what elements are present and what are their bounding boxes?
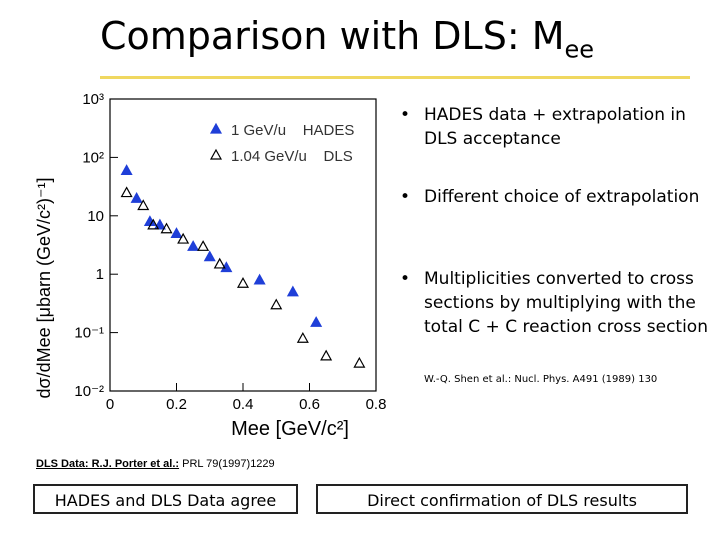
summary-box: HADES and DLS Data agree [33,484,298,514]
data-point [203,250,216,262]
data-point [187,240,200,251]
data-point [120,186,133,198]
data-point [130,191,143,203]
title-rule [100,76,690,79]
x-tick-label: 0.6 [299,396,320,413]
x-axis-label: Mee [GeV/c²] [231,418,349,440]
data-point [286,285,299,297]
title-text: Comparison with DLS: M [100,14,565,58]
bullet: Different choice of extrapolation [400,185,720,209]
x-tick-label: 0.4 [233,396,254,413]
legend-label: 1.04 GeV/u DLS [231,148,353,165]
legend-marker [209,148,223,160]
data-point [177,232,190,244]
chart: Mee [GeV/c²] dσ/dMee [μbarn (GeV/c²)⁻¹] … [20,93,386,445]
summary-box: Direct confirmation of DLS results [316,484,688,514]
footnote: DLS Data: R.J. Porter et al.: PRL 79(199… [36,458,275,470]
data-point [236,277,250,288]
slide-title: Comparison with DLS: Mee [100,14,594,64]
legend-marker [209,122,223,134]
data-point [320,349,333,361]
data-point [120,164,133,175]
data-point [213,257,226,269]
footnote-citation: PRL 79(1997)1229 [182,458,275,470]
data-point [197,240,210,251]
bullet: Multiplicities converted to cross sectio… [400,267,720,339]
chart-background [20,93,386,445]
y-tick-label: 10 [87,208,104,225]
x-tick-label: 0 [106,396,114,413]
y-tick-label: 10⁻² [74,383,104,400]
y-tick-label: 10³ [82,93,104,108]
data-point [270,298,283,310]
y-tick-label: 1 [96,266,104,283]
data-point [353,356,366,368]
data-point [137,199,150,211]
data-point [253,273,266,285]
bullet: HADES data + extrapolation in DLS accept… [400,103,720,151]
x-tick-label: 0.8 [366,396,386,413]
data-point [296,332,309,343]
reference: W.-Q. Shen et al.: Nucl. Phys. A491 (198… [424,374,658,385]
data-point [310,316,323,327]
legend-label: 1 GeV/u HADES [231,122,354,139]
data-point [170,227,183,238]
data-point [147,218,160,230]
footnote-source: DLS Data: R.J. Porter et al.: [36,458,180,470]
y-tick-label: 10² [82,149,104,166]
y-tick-label: 10⁻¹ [74,325,104,342]
data-point [160,222,173,234]
title-subscript: ee [564,35,595,64]
x-tick-label: 0.2 [166,396,187,413]
y-axis-label: dσ/dMee [μbarn (GeV/c²)⁻¹] [34,177,54,398]
